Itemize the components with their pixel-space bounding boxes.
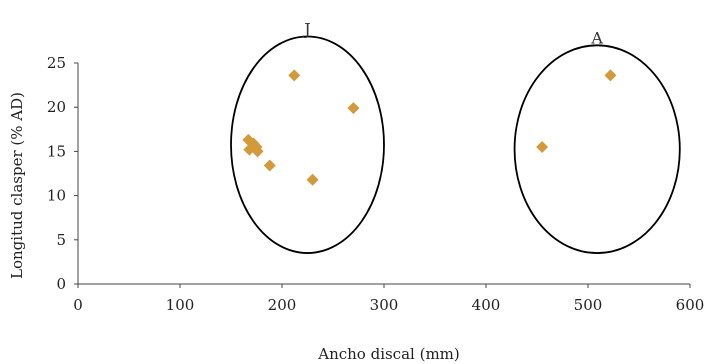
x-tick-label: 200 — [268, 296, 297, 314]
group-ellipse-a — [513, 44, 681, 254]
data-point — [604, 69, 617, 82]
data-points — [242, 69, 617, 186]
group-label-j: J — [302, 19, 310, 38]
group-ellipse-j — [230, 35, 385, 254]
data-point — [536, 140, 549, 153]
data-point — [347, 102, 360, 115]
y-tick-label: 0 — [56, 275, 66, 293]
x-axis-title: Ancho discal (mm) — [317, 345, 460, 363]
axes — [77, 63, 690, 285]
x-tick-label: 400 — [472, 296, 501, 314]
y-tick-label: 10 — [47, 187, 66, 205]
y-tick-label: 5 — [56, 231, 66, 249]
data-point — [288, 69, 301, 82]
data-point — [263, 159, 276, 172]
data-point — [306, 173, 319, 186]
y-axis-title: Longitud clasper (% AD) — [8, 92, 26, 279]
y-tick-label: 20 — [47, 98, 66, 116]
x-tick-labels: 0 100 200 300 400 500 600 — [73, 284, 704, 314]
y-tick-label: 25 — [47, 54, 66, 72]
group-label-a: A — [590, 28, 603, 47]
x-tick-label: 600 — [676, 296, 705, 314]
data-point — [251, 145, 264, 158]
x-tick-label: 300 — [370, 296, 399, 314]
x-tick-label: 0 — [73, 296, 83, 314]
y-tick-label: 15 — [47, 142, 66, 160]
x-tick-label: 100 — [166, 296, 195, 314]
x-tick-label: 500 — [574, 296, 603, 314]
y-tick-labels: 0 5 10 15 20 25 — [47, 54, 78, 293]
